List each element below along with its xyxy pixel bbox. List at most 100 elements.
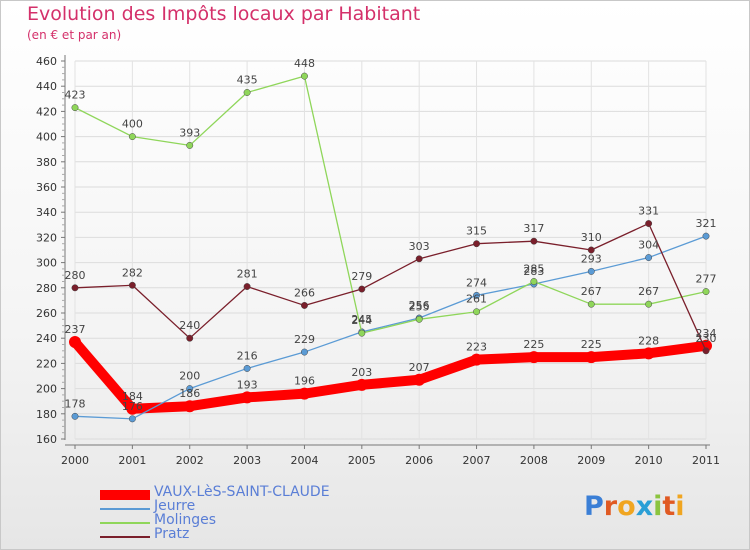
- y-tick-label: 320: [36, 231, 57, 244]
- data-label: 200: [179, 370, 200, 383]
- data-label: 178: [65, 397, 86, 410]
- y-tick-label: 160: [36, 433, 57, 446]
- data-point: [473, 308, 480, 316]
- series-line-2: [74, 75, 707, 334]
- data-point: [473, 291, 480, 299]
- data-label: 184: [122, 390, 143, 403]
- data-label: 303: [409, 240, 430, 253]
- data-point: [301, 301, 308, 309]
- x-tick-label: 2009: [577, 454, 605, 467]
- data-point: [243, 283, 251, 290]
- x-tick-label: 2003: [233, 454, 261, 467]
- data-label: 435: [237, 74, 258, 87]
- data-label: 393: [179, 126, 200, 139]
- y-tick-label: 340: [36, 206, 57, 219]
- data-label: 228: [638, 334, 659, 347]
- y-tick-label: 400: [36, 131, 57, 144]
- x-tick-label: 2006: [405, 454, 433, 467]
- data-label: 267: [638, 285, 659, 298]
- data-point: [301, 348, 308, 356]
- data-label: 261: [466, 293, 487, 306]
- data-label: 237: [65, 323, 86, 336]
- data-label: 186: [179, 387, 200, 400]
- data-point: [585, 351, 598, 364]
- data-label: 234: [696, 327, 717, 340]
- data-label: 285: [523, 263, 544, 276]
- data-point: [186, 141, 194, 149]
- data-label: 279: [351, 270, 372, 283]
- data-label: 244: [351, 314, 372, 327]
- data-point: [470, 353, 483, 366]
- proxiti-logo: Proxiti: [584, 491, 685, 522]
- data-point: [186, 334, 194, 342]
- legend-swatch: [100, 536, 150, 538]
- y-tick-label: 280: [36, 282, 57, 295]
- y-tick-label: 460: [36, 55, 57, 68]
- legend-label: Pratz: [154, 526, 190, 542]
- data-label: 274: [466, 276, 487, 289]
- data-point: [415, 315, 423, 323]
- x-tick-label: 2010: [635, 454, 663, 467]
- data-point: [128, 281, 136, 289]
- y-tick-label: 360: [36, 181, 57, 194]
- data-point: [128, 133, 136, 141]
- data-point: [413, 373, 426, 386]
- data-label: 193: [237, 378, 258, 391]
- data-label: 240: [179, 319, 200, 332]
- data-point: [645, 220, 653, 227]
- data-label: 400: [122, 118, 143, 131]
- data-label: 255: [409, 300, 430, 313]
- data-label: 207: [409, 361, 430, 374]
- data-point: [702, 347, 710, 355]
- data-point: [243, 89, 251, 96]
- legend-swatch: [100, 490, 150, 500]
- data-point: [71, 412, 79, 420]
- data-label: 245: [351, 313, 372, 326]
- data-point: [642, 347, 655, 360]
- data-point: [183, 400, 196, 413]
- legend-swatch: [100, 522, 150, 524]
- data-label: 225: [523, 338, 544, 351]
- data-point: [71, 104, 79, 112]
- x-tick-label: 2000: [61, 454, 89, 467]
- data-point: [186, 385, 194, 393]
- data-label: 283: [523, 265, 544, 278]
- data-label: 282: [122, 266, 143, 279]
- data-label: 304: [638, 239, 659, 252]
- data-label: 266: [294, 286, 315, 299]
- data-label: 310: [581, 231, 602, 244]
- chart-title: Evolution des Impôts locaux par Habitant: [27, 3, 421, 25]
- data-label: 277: [696, 273, 717, 286]
- data-point: [587, 300, 595, 308]
- data-point: [702, 232, 710, 240]
- data-point: [587, 267, 595, 275]
- data-label: 281: [237, 268, 258, 281]
- data-label: 225: [581, 338, 602, 351]
- data-label: 423: [65, 89, 86, 102]
- y-tick-label: 300: [36, 257, 57, 270]
- data-point: [71, 284, 79, 292]
- x-tick-label: 2011: [692, 454, 720, 467]
- data-label: 321: [696, 217, 717, 230]
- y-tick-label: 380: [36, 156, 57, 169]
- data-label: 223: [466, 341, 487, 354]
- data-point: [355, 378, 368, 391]
- data-point: [530, 237, 538, 245]
- x-tick-label: 2008: [520, 454, 548, 467]
- data-point: [415, 255, 423, 263]
- data-label: 230: [696, 332, 717, 345]
- data-point: [587, 246, 595, 254]
- data-point: [301, 72, 308, 80]
- x-tick-label: 2001: [118, 454, 146, 467]
- series-line-1: [74, 235, 707, 420]
- data-point: [69, 335, 81, 348]
- data-point: [298, 387, 311, 400]
- series-line-0: [70, 336, 711, 414]
- data-point: [473, 240, 480, 248]
- legend-label: VAUX-LèS-SAINT-CLAUDE: [154, 484, 330, 500]
- y-tick-label: 260: [36, 307, 57, 320]
- data-label: 317: [523, 222, 544, 235]
- data-point: [527, 351, 540, 364]
